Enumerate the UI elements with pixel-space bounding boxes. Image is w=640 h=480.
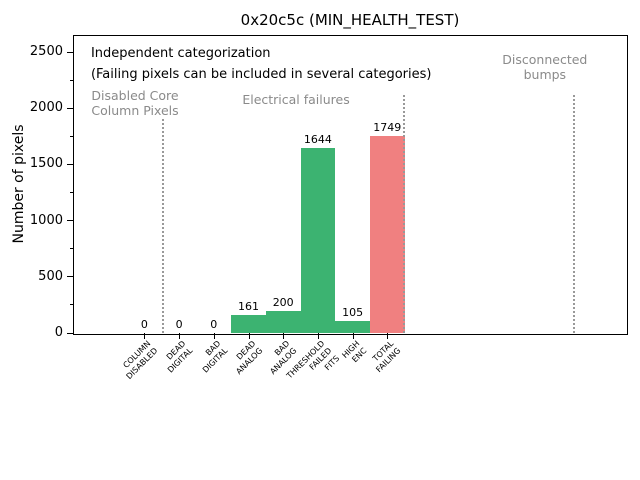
- bar-value-label: 0: [140, 318, 148, 331]
- x-axis-tick: [144, 333, 146, 339]
- y-axis-tick-label: 2500: [29, 44, 63, 59]
- bar-high-enc: [335, 321, 370, 333]
- bar-value-label: 1749: [373, 121, 402, 135]
- y-axis-tick: [67, 276, 73, 278]
- chart-title: 0x20c5c (MIN_HEALTH_TEST): [240, 11, 460, 29]
- y-axis-tick-label: 500: [38, 268, 63, 284]
- y-axis-tick-label: 1500: [29, 156, 63, 172]
- y-axis-minor-tick: [69, 135, 73, 137]
- bar-dead-analog: [231, 314, 266, 333]
- bar-value-label: 0: [175, 318, 183, 331]
- y-axis-minor-tick: [69, 192, 73, 193]
- bar-value-label: 1644: [303, 133, 332, 147]
- region-label-electrical-failures: Electrical failures: [242, 92, 350, 107]
- bar-bad-analog: [265, 310, 301, 333]
- bar-value-label: 161: [238, 299, 259, 313]
- y-axis-minor-tick: [69, 79, 73, 81]
- x-axis-tick: [317, 333, 319, 339]
- note-line-1: Independent categorization: [90, 46, 271, 62]
- plot-frame: [73, 35, 628, 335]
- bar-threshold-failed-fits: [300, 148, 336, 333]
- separator-line-2: [402, 94, 405, 333]
- y-axis-tick: [67, 107, 73, 109]
- region-label-disconnected: Disconnected bumps: [502, 52, 588, 82]
- y-axis-tick: [67, 332, 73, 334]
- x-axis-tick: [387, 333, 389, 339]
- x-axis-tick: [213, 333, 215, 339]
- y-axis-tick-label: 0: [54, 325, 63, 340]
- x-axis-tick: [248, 333, 250, 339]
- bar-value-label: 200: [272, 295, 294, 309]
- x-axis-tick: [179, 333, 181, 339]
- y-axis-tick: [67, 51, 73, 53]
- bar-value-label: 105: [342, 306, 364, 320]
- bar-value-label: 0: [210, 318, 218, 331]
- y-axis-minor-tick: [69, 304, 73, 306]
- y-axis-tick: [67, 220, 73, 222]
- y-axis-tick-label: 1000: [29, 212, 63, 228]
- note-line-2: (Failing pixels can be included in sever…: [90, 67, 432, 83]
- x-axis-tick: [352, 333, 354, 339]
- x-axis-tick: [283, 333, 285, 339]
- y-axis-minor-tick: [69, 248, 73, 250]
- separator-line-1: [162, 119, 165, 333]
- separator-line-3: [572, 94, 575, 333]
- bar-total-failing: [369, 136, 405, 333]
- y-axis-tick: [67, 163, 73, 165]
- y-axis-tick-label: 2000: [29, 100, 63, 116]
- region-label-disabled-core: Disabled Core Column Pixels: [91, 87, 179, 118]
